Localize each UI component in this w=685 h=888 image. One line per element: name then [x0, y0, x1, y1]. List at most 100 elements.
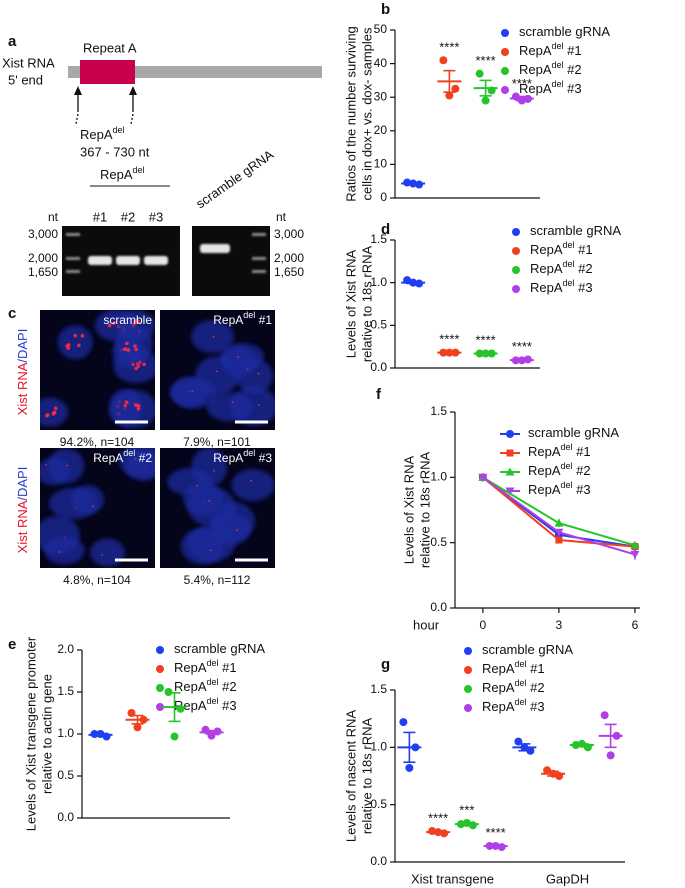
text-part: #1	[575, 242, 593, 257]
y-tick-label: 0.5	[370, 797, 387, 811]
legend-label: RepAdel #3	[519, 79, 582, 96]
text-part: #1	[564, 43, 582, 58]
nuclei	[40, 310, 155, 429]
panel-letter: g	[381, 656, 390, 673]
panel-letter: d	[381, 221, 390, 238]
data-point	[405, 763, 414, 772]
image-label: RepAdel #2	[93, 448, 152, 465]
text-part: /DAPI	[15, 467, 30, 501]
y-axis-label: relative to 18s rRNA	[359, 246, 374, 363]
legend-label: scramble gRNA	[530, 223, 621, 238]
text-part: #2	[575, 261, 593, 276]
text-part: #3	[573, 482, 591, 497]
significance-label: ****	[512, 339, 532, 354]
text-part: RepA	[100, 167, 133, 182]
panel-letter: a	[8, 33, 17, 50]
rna-signal	[236, 529, 238, 531]
y-tick-label: 2.0	[57, 642, 74, 656]
significance-label: ****	[486, 825, 506, 840]
nucleus	[71, 485, 105, 515]
data-point	[439, 56, 448, 65]
rna-signal	[77, 343, 81, 348]
legend-marker	[156, 665, 164, 673]
rna-signal	[250, 479, 253, 482]
legend-marker	[512, 266, 520, 274]
y-tick-label: 0.5	[430, 535, 447, 549]
text-part: /DAPI	[15, 329, 30, 363]
legend-marker	[464, 647, 472, 655]
nucleus	[167, 468, 213, 496]
y-axis-label: cells in dox+ vs. dox- samples	[359, 27, 374, 201]
x-tick-label: 6	[632, 618, 639, 632]
y-tick-label: 10	[374, 157, 388, 171]
legend-marker	[501, 48, 509, 56]
data-point	[170, 732, 179, 741]
text-part: scramble gRNA	[528, 425, 619, 440]
rna-signal	[107, 323, 112, 328]
nucleus	[110, 389, 155, 429]
y-tick-label: 50	[374, 22, 388, 36]
image-label: scramble	[103, 313, 152, 327]
legend-label: RepAdel #2	[519, 60, 582, 77]
text-part: RepA	[519, 62, 552, 77]
legend-label: RepAdel #3	[482, 697, 545, 714]
text-part: #2	[219, 679, 237, 694]
nucleus	[57, 325, 93, 360]
text-part: #3	[564, 81, 582, 96]
image-caption: 7.9%, n=101	[183, 435, 251, 449]
significance-label: ****	[476, 333, 496, 348]
legend-label: RepAdel #2	[174, 677, 237, 694]
nucleus	[170, 377, 208, 407]
rna-signal	[112, 321, 116, 325]
rna-signal	[126, 348, 130, 352]
rna-signal	[66, 343, 71, 347]
image-caption: 94.2%, n=104	[60, 435, 135, 449]
rna-signal	[216, 370, 218, 373]
data-point	[630, 540, 640, 549]
y-tick-label: 1.5	[370, 682, 387, 696]
legend-marker	[156, 646, 164, 654]
text-part: #2	[564, 62, 582, 77]
legend-label: RepAdel #2	[482, 678, 545, 695]
y-axis-label: Levels of nascent RNA	[343, 710, 358, 843]
x-tick-label: GapDH	[546, 871, 589, 886]
panel-letter: b	[381, 1, 390, 18]
text-part: #2	[135, 451, 152, 465]
nucleus	[89, 538, 126, 567]
region-label: Repeat A	[83, 40, 137, 55]
rna-signal	[231, 401, 234, 404]
text-part: del	[561, 480, 573, 490]
unit-label: nt	[48, 210, 59, 224]
legend-label: RepAdel #3	[528, 480, 591, 497]
data-point	[445, 91, 454, 100]
rna-signal	[80, 333, 85, 338]
rna-signal	[58, 551, 61, 553]
marker-label: 3,000	[274, 227, 304, 241]
panel-letter: e	[8, 636, 16, 653]
rna-signal	[212, 335, 215, 338]
text-part: RepA	[213, 313, 243, 327]
legend-marker	[464, 704, 472, 712]
legend-marker	[512, 285, 520, 293]
y-axis-label: relative to 18s rRNA	[417, 452, 432, 569]
text-part: RepA	[528, 444, 561, 459]
text-part: #2	[573, 463, 591, 478]
y-tick-label: 0.5	[57, 768, 74, 782]
marker-label: 2,000	[274, 251, 304, 265]
rna-signal	[257, 404, 260, 406]
text-part: RepA	[519, 81, 552, 96]
rna-signal	[53, 406, 58, 411]
legend-marker	[505, 487, 515, 496]
rna-signal	[45, 463, 47, 466]
y-tick-label: 1.0	[430, 470, 447, 484]
rna-signal	[101, 554, 104, 556]
marker-label: 2,000	[28, 251, 58, 265]
x-tick-label: Xist transgene	[411, 871, 494, 886]
stain-label: Xist RNA/DAPI	[15, 467, 30, 554]
text-part: scramble gRNA	[519, 24, 610, 39]
y-tick-label: 20	[374, 123, 388, 137]
legend-label: RepAdel #3	[530, 278, 593, 295]
text-part: Xist RNA	[15, 500, 30, 553]
text-part: RepA	[530, 261, 563, 276]
